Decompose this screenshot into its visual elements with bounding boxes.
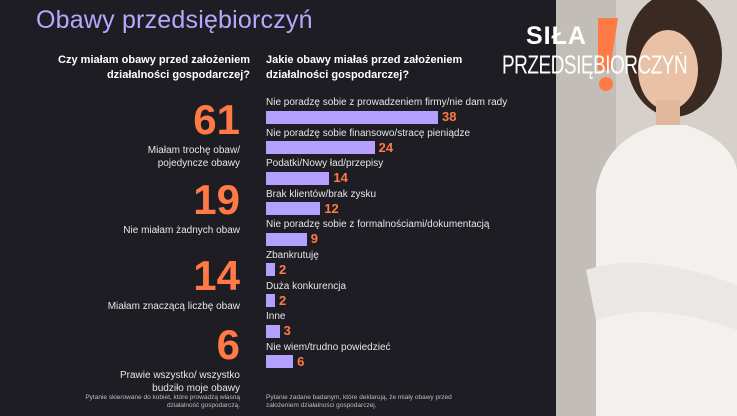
stat-label: Miałam trochę obaw/ pojedyncze obawy bbox=[147, 145, 240, 169]
bar-row: Nie poradzę sobie z prowadzeniem firmy/n… bbox=[266, 96, 556, 127]
bar-row: Brak klientów/brak zysku 12 bbox=[266, 188, 556, 219]
bar-value-label: 12 bbox=[324, 200, 339, 216]
woman-photo bbox=[556, 0, 737, 416]
bar-value-label: 2 bbox=[279, 292, 287, 308]
bar-row: Duża konkurencja 2 bbox=[266, 280, 556, 311]
bar-category-label: Inne bbox=[266, 311, 286, 323]
bar-category-label: Nie poradzę sobie z formalnościami/dokum… bbox=[266, 219, 490, 231]
stat-item: 6 Prawie wszystko/ wszystko budziło moje… bbox=[100, 323, 240, 395]
bar-line: 2 bbox=[266, 261, 556, 277]
stat-value: 14 bbox=[193, 252, 240, 299]
bar-line: 6 bbox=[266, 353, 556, 369]
bar-line: 3 bbox=[266, 324, 556, 338]
bar-chart: Nie poradzę sobie z prowadzeniem firmy/n… bbox=[266, 96, 556, 371]
bar-row: Nie poradzę sobie finansowo/stracę pieni… bbox=[266, 127, 556, 158]
bar-row: Zbankrutuję 2 bbox=[266, 249, 556, 280]
bar-line: 12 bbox=[266, 200, 556, 216]
logo-accent-shape bbox=[598, 18, 618, 91]
bar-category-label: Duża konkurencja bbox=[266, 280, 347, 292]
stat-item: 61 Miałam trochę obaw/ pojedyncze obawy bbox=[140, 98, 240, 170]
stat-item: 19 Nie miałam żadnych obaw bbox=[123, 178, 240, 237]
bar bbox=[266, 355, 294, 369]
logo-text-line2: PRZEDSIĘBIORCZYŃ bbox=[502, 52, 688, 81]
bar bbox=[266, 263, 276, 277]
footnote-right: Pytanie zadane badanym, które deklarują,… bbox=[266, 394, 452, 409]
bar-row: Nie poradzę sobie z formalnościami/dokum… bbox=[266, 218, 556, 249]
bar-category-label: Brak klientów/brak zysku bbox=[266, 188, 377, 200]
bar-line: 2 bbox=[266, 292, 556, 308]
stat-item: 14 Miałam znaczącą liczbę obaw bbox=[108, 254, 240, 313]
logo: SIŁA PRZEDSIĘBIORCZYŃ bbox=[502, 18, 688, 98]
bar-row: Podatki/Nowy ład/przepisy 14 bbox=[266, 157, 556, 188]
bar-category-label: Zbankrutuję bbox=[266, 249, 319, 261]
footnote-left: Pytanie skierowane do kobiet, które prow… bbox=[85, 394, 240, 409]
bar-row: Inne 3 bbox=[266, 310, 556, 341]
bar bbox=[266, 202, 321, 216]
bar-value-label: 14 bbox=[333, 170, 348, 186]
bar-category-label: Nie wiem/trudno powiedzieć bbox=[266, 341, 391, 353]
bar-line: 24 bbox=[266, 139, 556, 155]
bar-value-label: 38 bbox=[442, 109, 457, 124]
bar-line: 38 bbox=[266, 110, 556, 124]
stat-label: Prawie wszystko/ wszystko budziło moje o… bbox=[119, 370, 240, 394]
bar bbox=[266, 171, 330, 185]
stat-value: 6 bbox=[216, 321, 240, 368]
bar-value-label: 24 bbox=[378, 139, 394, 155]
bar-value-label: 3 bbox=[283, 323, 291, 339]
bar bbox=[266, 294, 276, 308]
stat-label: Miałam znaczącą liczbę obaw bbox=[107, 301, 240, 312]
woman-illustration bbox=[556, 0, 737, 416]
bar-row: Nie wiem/trudno powiedzieć 6 bbox=[266, 341, 556, 372]
logo-text-line1: SIŁA bbox=[526, 22, 587, 50]
bar bbox=[266, 110, 438, 124]
bar bbox=[266, 324, 280, 338]
stat-value: 61 bbox=[193, 96, 240, 143]
bar-value-label: 6 bbox=[297, 353, 305, 369]
bar-category-label: Nie poradzę sobie finansowo/stracę pieni… bbox=[266, 127, 471, 139]
bar-line: 9 bbox=[266, 232, 556, 246]
bar bbox=[266, 141, 375, 155]
bar-category-label: Nie poradzę sobie z prowadzeniem firmy/n… bbox=[266, 97, 508, 108]
bar-value-label: 2 bbox=[279, 261, 287, 277]
stat-label: Nie miałam żadnych obaw bbox=[123, 225, 240, 236]
bar bbox=[266, 232, 307, 246]
page-title: Obawy przedsiębiorczyń bbox=[36, 6, 313, 34]
bar-line: 14 bbox=[266, 171, 556, 185]
stat-value: 19 bbox=[193, 176, 240, 223]
left-question: Czy miałam obawy przed założeniem działa… bbox=[58, 54, 250, 81]
right-question: Jakie obawy miałaś przed założeniem dzia… bbox=[266, 54, 463, 81]
bar-category-label: Podatki/Nowy ład/przepisy bbox=[266, 158, 384, 170]
bar-value-label: 9 bbox=[310, 231, 318, 247]
